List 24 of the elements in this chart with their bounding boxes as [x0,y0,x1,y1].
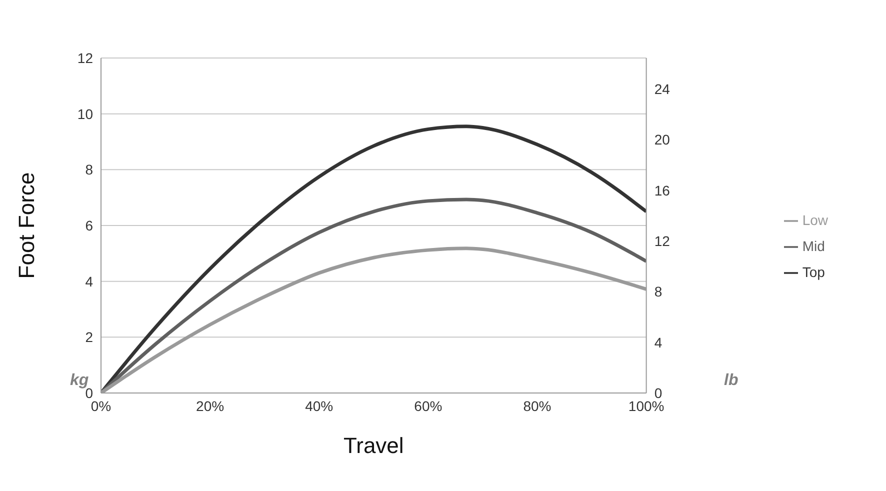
y2-tick-label: 4 [654,334,662,350]
x-tick-label: 40% [305,398,334,414]
legend-label: Mid [802,238,825,254]
y-axis-title: Foot Force [14,172,39,279]
x-tick-label: 0% [90,398,112,414]
x-tick-label: 60% [414,398,442,414]
y-tick-label: 10 [77,106,94,122]
y-tick-label: 8 [85,162,94,178]
y-tick-label: 2 [85,329,94,346]
y-tick-label: 12 [77,50,94,66]
y2-tick-label: 16 [654,182,670,198]
y-tick-label: 6 [85,217,94,234]
legend-label: Top [802,264,825,280]
x-axis-title: Travel [344,433,404,458]
x-tick-label: 80% [523,398,552,414]
y-tick-label: 4 [85,273,94,290]
y2-tick-label: 12 [654,233,670,250]
y2-tick-label: 24 [654,81,670,98]
legend-label: Low [802,212,828,228]
y2-tick-label: 8 [654,284,662,300]
y2-tick-label: 20 [654,132,670,148]
x-tick-label: 20% [196,398,224,414]
text: lb [724,372,738,390]
text: kg [70,372,89,389]
